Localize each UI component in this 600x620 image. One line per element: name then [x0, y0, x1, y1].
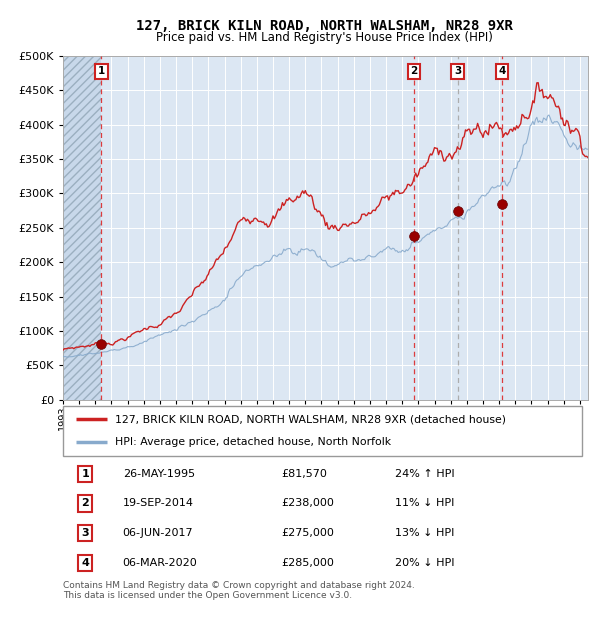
Text: 06-MAR-2020: 06-MAR-2020 — [122, 558, 197, 568]
Text: 1: 1 — [82, 469, 89, 479]
Text: 2: 2 — [82, 498, 89, 508]
Text: 19-SEP-2014: 19-SEP-2014 — [122, 498, 194, 508]
Text: 4: 4 — [499, 66, 506, 76]
Text: HPI: Average price, detached house, North Norfolk: HPI: Average price, detached house, Nort… — [115, 437, 391, 447]
Text: £238,000: £238,000 — [281, 498, 334, 508]
Text: 127, BRICK KILN ROAD, NORTH WALSHAM, NR28 9XR: 127, BRICK KILN ROAD, NORTH WALSHAM, NR2… — [136, 19, 512, 33]
Text: 26-MAY-1995: 26-MAY-1995 — [122, 469, 195, 479]
Text: 3: 3 — [454, 66, 461, 76]
Text: 11% ↓ HPI: 11% ↓ HPI — [395, 498, 455, 508]
Text: 1: 1 — [98, 66, 105, 76]
Text: £285,000: £285,000 — [281, 558, 334, 568]
Bar — [63, 56, 101, 400]
Text: 127, BRICK KILN ROAD, NORTH WALSHAM, NR28 9XR (detached house): 127, BRICK KILN ROAD, NORTH WALSHAM, NR2… — [115, 415, 506, 425]
Text: 4: 4 — [82, 558, 89, 568]
Text: 3: 3 — [82, 528, 89, 538]
Text: £275,000: £275,000 — [281, 528, 334, 538]
Text: £81,570: £81,570 — [281, 469, 327, 479]
Text: Contains HM Land Registry data © Crown copyright and database right 2024.
This d: Contains HM Land Registry data © Crown c… — [63, 581, 415, 600]
Text: 2: 2 — [410, 66, 418, 76]
Text: 20% ↓ HPI: 20% ↓ HPI — [395, 558, 455, 568]
Text: Price paid vs. HM Land Registry's House Price Index (HPI): Price paid vs. HM Land Registry's House … — [155, 31, 493, 44]
Text: 24% ↑ HPI: 24% ↑ HPI — [395, 469, 455, 479]
Text: 13% ↓ HPI: 13% ↓ HPI — [395, 528, 455, 538]
Text: 06-JUN-2017: 06-JUN-2017 — [122, 528, 193, 538]
